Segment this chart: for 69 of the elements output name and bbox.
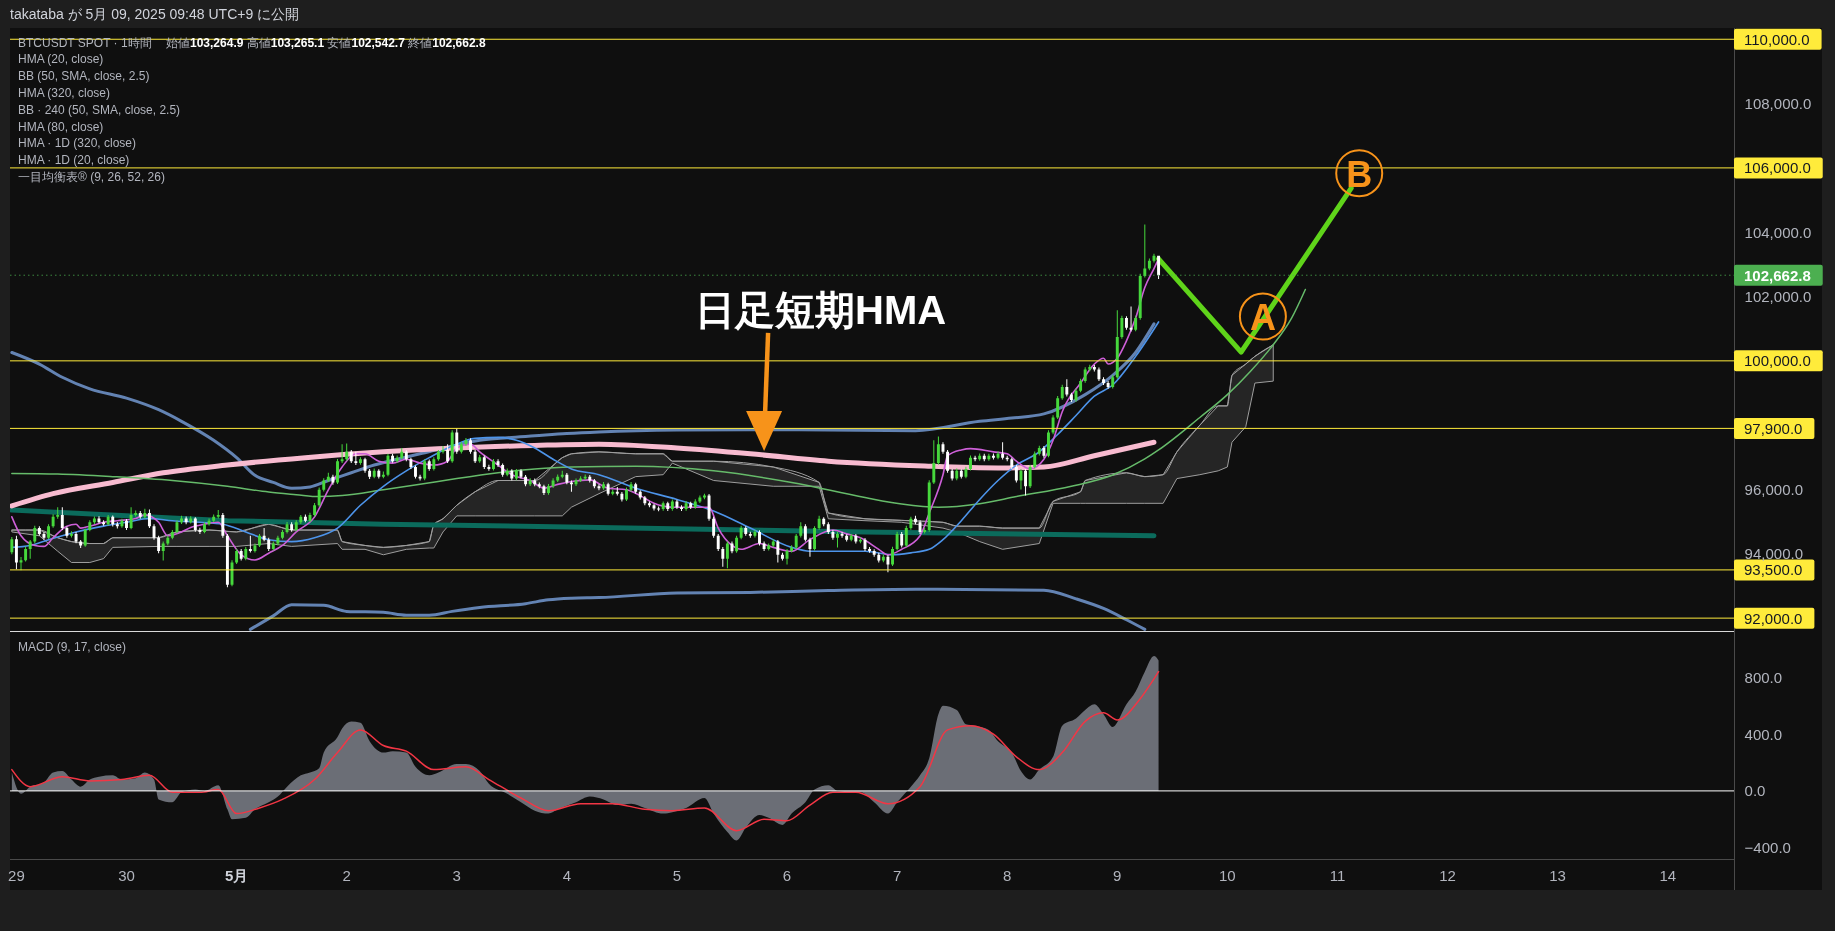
annotation: HMA · 1D (320, close) [18,136,137,151]
candlestick [615,486,619,496]
y-tick-label: 800.0 [1744,668,1783,686]
candlestick [569,480,573,492]
line-series [248,587,1147,631]
candlestick [868,547,872,553]
y-tick-label: 0.0 [1744,782,1766,800]
x-tick-label: 6 [782,866,792,884]
candlestick [134,510,138,517]
candlestick [680,505,683,512]
candlestick [56,507,60,519]
annotation: 始値103,264.9 高値103,265.1 安値102,542.7 終値102,662.8 [166,35,486,50]
y-tick-label: −400.0 [1744,839,1791,857]
y-tick-label: 104,000.0 [1744,223,1812,241]
annotation: BB (50, SMA, close, 2.5) [18,69,150,84]
x-tick-label: 13 [1549,866,1566,884]
chart-subtitle: takataba が 5月 09, 2025 09:48 UTC+9 に公開 [10,6,300,22]
x-tick-label: 5 [672,866,682,884]
x-tick-label: 5月 [224,866,249,884]
candlestick [102,520,106,526]
ref-line-label: 97,900.0 [1744,419,1803,437]
y-tick-label: 102,000.0 [1744,288,1812,306]
ref-line-label: 100,000.0 [1744,352,1811,370]
candlestick [381,471,385,479]
candlestick [991,453,995,460]
x-tick-label: 7 [892,866,902,884]
annotation: BB · 240 (50, SMA, close, 2.5) [18,102,181,117]
x-tick-label: 4 [562,866,572,884]
text: BTCUSDT SPOT · 1時間 [18,35,152,50]
annotation: HMA · 1D (20, close) [18,153,130,168]
candlestick [1129,306,1133,332]
x-tick-label: 14 [1659,866,1677,884]
annotation: 日足短期HMA [695,287,947,332]
x-tick-label: 29 [8,866,25,884]
x-tick-label: 12 [1439,866,1456,884]
ref-line-label: 93,500.0 [1744,561,1803,579]
text: MACD (9, 17, close) [18,639,127,654]
y-tick-label: 94,000.0 [1744,545,1803,563]
x-tick-label: 2 [342,866,351,884]
x-tick-label: 9 [1113,866,1122,884]
x-tick-label: 8 [1003,866,1012,884]
ref-line-label: 110,000.0 [1744,30,1810,48]
x-tick-label: 30 [118,866,135,884]
candlestick [597,484,601,491]
candlestick [1001,442,1005,460]
candlestick [840,531,844,538]
candlestick [858,537,862,544]
annotation: HMA (20, close) [18,52,104,67]
x-tick-label: 3 [452,866,461,884]
candlestick [647,501,651,508]
ref-line-label: 92,000.0 [1744,609,1803,627]
ref-line-label: 102,662.8 [1744,266,1811,284]
candlestick [611,489,615,496]
ref-line-label: 106,000.0 [1744,159,1811,177]
candlestick [923,527,927,534]
candlestick [583,474,587,481]
y-tick-label: 400.0 [1744,725,1783,743]
candlestick [537,482,541,489]
annotation: HMA (80, close) [18,119,104,134]
candlestick [340,444,344,464]
line-series [11,258,1160,561]
annotation: HMA (320, close) [18,85,111,100]
y-tick-label: 108,000.0 [1744,95,1812,113]
candlestick [248,535,252,553]
annotation: 一目均衡表® (9, 26, 52, 26) [18,169,165,184]
line-series [11,288,1307,508]
x-tick-label: 10 [1219,866,1236,884]
y-tick-label: 96,000.0 [1744,481,1803,498]
x-tick-label: 11 [1329,866,1346,884]
